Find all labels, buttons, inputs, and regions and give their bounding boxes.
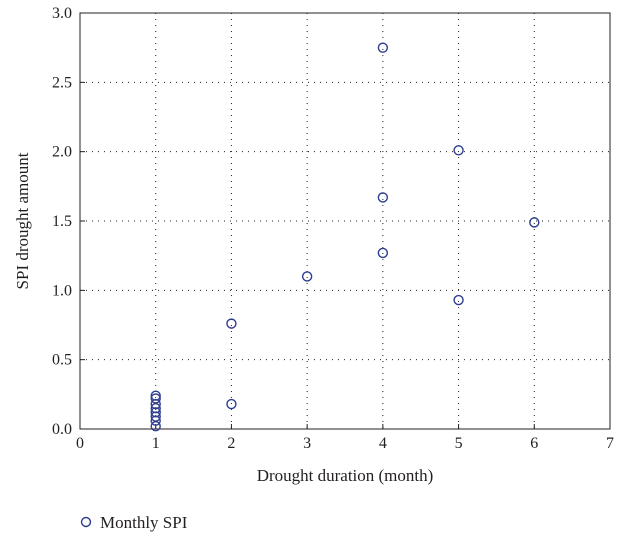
axis-ticks: 0 1 2 3 4 5 6 7 0.0 0.5 1.0 1.5 2.0 2.5 3.0 [52, 5, 614, 452]
x-tick-label: 7 [606, 435, 614, 452]
data-points [150, 42, 540, 432]
y-tick-label: 2.5 [52, 74, 72, 91]
x-tick-label: 3 [303, 435, 311, 452]
x-tick-label: 0 [76, 435, 84, 452]
data-point [453, 294, 464, 306]
data-point [150, 421, 161, 432]
x-tick-label: 1 [152, 435, 160, 452]
grid [80, 13, 610, 429]
y-tick-label: 1.5 [52, 213, 72, 230]
x-tick-label: 2 [227, 435, 235, 452]
y-tick-label: 0.5 [52, 352, 72, 369]
data-point [226, 318, 237, 329]
x-axis-label: Drought duration (month) [257, 466, 434, 485]
x-tick-label: 5 [455, 435, 463, 452]
data-point [226, 398, 237, 410]
y-axis-label: SPI drought amount [13, 152, 32, 289]
data-point [150, 390, 161, 401]
data-point [301, 271, 313, 282]
data-point [377, 42, 389, 53]
data-point [529, 217, 540, 228]
data-point [453, 145, 464, 156]
y-tick-label: 0.0 [52, 421, 72, 438]
y-tick-label: 2.0 [52, 144, 72, 161]
y-tick-label: 3.0 [52, 5, 72, 22]
legend: Monthly SPI [80, 513, 188, 532]
data-point [377, 192, 389, 203]
x-tick-label: 6 [530, 435, 538, 452]
data-point [377, 247, 389, 259]
legend-marker [80, 516, 92, 528]
y-tick-label: 1.0 [52, 282, 72, 299]
data-point [150, 403, 161, 414]
x-tick-label: 4 [379, 435, 387, 452]
data-point [150, 393, 161, 404]
legend-label: Monthly SPI [100, 513, 188, 532]
